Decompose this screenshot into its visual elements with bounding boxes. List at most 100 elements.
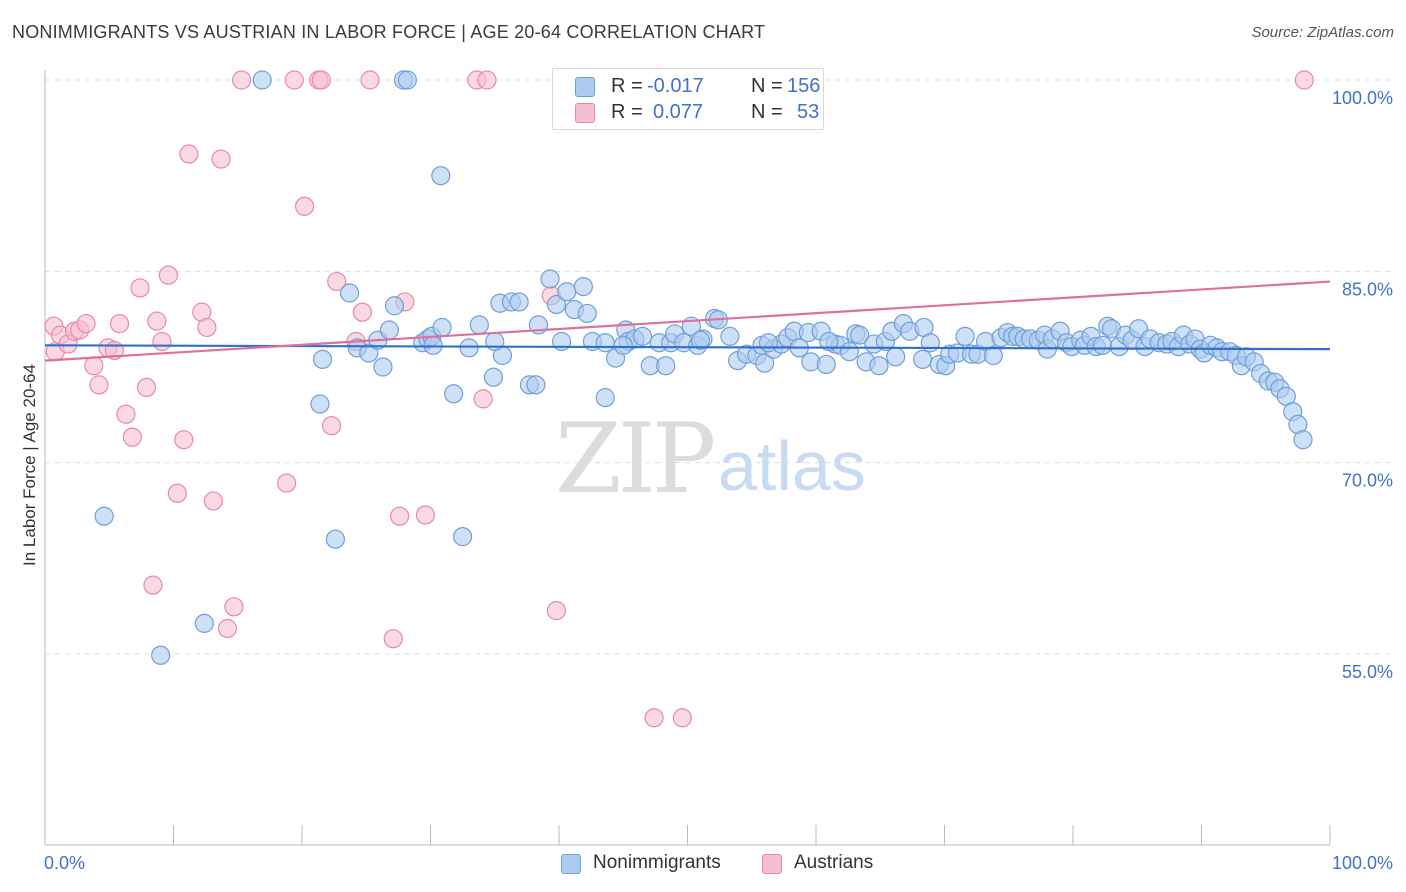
nonimmigrant-point: [758, 333, 779, 353]
nonimmigrant-point: [432, 317, 452, 338]
austrian-point: [294, 196, 315, 216]
nonimmigrant-point: [983, 345, 1003, 366]
bottom-swatch-pink: [762, 854, 782, 874]
y-axis-title: In Labor Force | Age 20-64: [20, 364, 39, 566]
nonimmigrant-point: [373, 357, 393, 377]
nonimmigrant-point: [526, 375, 546, 395]
legend-r-value: 0.077: [653, 101, 704, 123]
y-tick-label: 100.0%: [1332, 88, 1393, 108]
legend-n-label: N =: [751, 101, 783, 123]
bottom-legend-label: Austrians: [794, 852, 874, 873]
austrian-point: [84, 356, 104, 376]
stats-legend: R = -0.017 N = 156 R = 0.077 N = 53: [552, 68, 824, 130]
nonimmigrant-point: [310, 394, 330, 414]
austrian-point: [179, 144, 199, 164]
nonimmigrant-point: [1092, 335, 1113, 355]
nonimmigrant-point: [423, 335, 443, 355]
austrian-trend-line: [44, 280, 1331, 362]
legend-swatch-pink: [575, 103, 595, 123]
austrian-point: [158, 265, 178, 285]
austrian-point: [284, 70, 304, 90]
austrian-point: [360, 70, 380, 90]
nonimmigrant-point: [656, 356, 676, 376]
austrian-point: [390, 506, 410, 526]
y-tick-label: 70.0%: [1342, 471, 1393, 491]
austrian-point: [327, 271, 347, 292]
tick-labels: 55.0% 70.0% 85.0% 100.0% 0.0% 100.0%: [44, 88, 1393, 873]
legend-r-label: R =: [611, 101, 643, 123]
nonimmigrant-point: [595, 333, 615, 353]
austrian-point: [109, 314, 130, 334]
bottom-legend-label: Nonimmigrants: [593, 852, 721, 873]
nonimmigrant-point: [459, 338, 479, 358]
nonimmigrant-point: [690, 330, 710, 350]
nonimmigrant-point: [453, 527, 473, 547]
watermark: ZIP atlas: [555, 403, 866, 515]
nonimmigrant-point: [913, 349, 933, 369]
trend-layer: [44, 280, 1331, 362]
x-tick-label: 100.0%: [1332, 853, 1393, 873]
chart-title: NONIMMIGRANTS VS AUSTRIAN IN LABOR FORCE…: [12, 22, 766, 42]
nonimmigrant-point: [1293, 430, 1313, 450]
nonimmigrant-point: [540, 269, 560, 289]
austrian-point: [174, 430, 194, 450]
nonimmigrant-point: [595, 388, 615, 408]
nonimmigrant-point: [839, 342, 860, 362]
axis-layer: [44, 70, 1331, 846]
austrian-point: [217, 618, 238, 639]
austrian-point: [136, 377, 157, 398]
nonimmigrant-point: [325, 529, 346, 549]
nonimmigrant-point: [557, 282, 577, 302]
nonimmigrant-point: [379, 320, 399, 340]
nonimmigrant-point: [483, 367, 504, 387]
nonimmigrant-point: [469, 315, 489, 335]
y-tick-label: 55.0%: [1342, 662, 1393, 682]
nonimmigrant-point: [632, 326, 653, 346]
nonimmigrant-point: [886, 347, 906, 367]
austrian-point: [473, 389, 493, 409]
nonimmigrant-point: [431, 166, 451, 186]
austrian-point: [116, 404, 136, 424]
y-tick-label: 85.0%: [1342, 279, 1393, 299]
nonimmigrant-point: [955, 326, 975, 346]
legend-r-label: R =: [611, 75, 643, 97]
austrian-point: [122, 427, 142, 447]
nonimmigrant-point: [252, 70, 272, 90]
nonimmigrant-point: [850, 325, 870, 345]
austrian-point: [321, 416, 342, 436]
austrian-point: [89, 375, 109, 395]
nonimmigrant-point: [485, 331, 505, 352]
nonimmigrant-point: [816, 354, 836, 375]
austrian-point: [352, 302, 372, 322]
nonimmigrant-point: [384, 296, 405, 316]
watermark-atlas: atlas: [718, 427, 866, 505]
nonimmigrant-point: [312, 349, 333, 369]
austrian-point: [143, 575, 163, 595]
points-layer: [44, 70, 1314, 728]
nonimmigrant-trend-line: [44, 344, 1331, 351]
nonimmigrant-point: [397, 70, 417, 90]
nonimmigrant-point: [339, 283, 360, 303]
legend-r-value: -0.017: [647, 75, 704, 97]
nonimmigrant-point: [573, 277, 594, 297]
austrian-point: [1294, 70, 1314, 90]
nonimmigrant-point: [194, 613, 214, 633]
nonimmigrant-point: [444, 384, 464, 404]
austrian-point: [276, 473, 297, 493]
austrian-point: [311, 70, 331, 90]
nonimmigrant-point: [754, 353, 775, 373]
nonimmigrant-point: [720, 326, 740, 346]
legend-n-value: 156: [787, 75, 821, 97]
austrian-point: [197, 317, 217, 338]
nonimmigrant-point: [546, 294, 567, 315]
legend-n-value: 53: [797, 101, 820, 123]
austrian-point: [152, 331, 172, 352]
austrian-point: [477, 70, 497, 90]
nonimmigrant-point: [819, 331, 839, 352]
austrian-point: [167, 483, 187, 503]
austrian-point: [76, 314, 96, 334]
nonimmigrant-point: [613, 335, 633, 355]
austrian-point: [415, 505, 435, 525]
legend-swatch-blue: [575, 77, 595, 97]
